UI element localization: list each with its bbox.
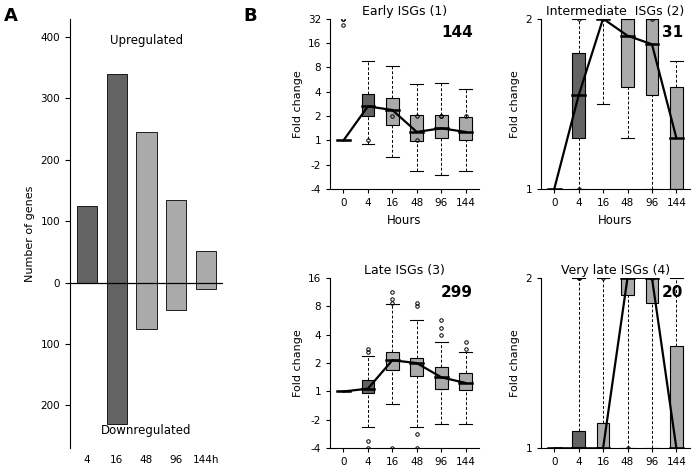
Bar (136, 283, 157, 329)
Bar (106, 283, 127, 424)
Bar (435, 115, 447, 138)
Text: 20: 20 (662, 285, 684, 300)
Bar (573, 431, 585, 448)
Bar (166, 283, 186, 310)
Y-axis label: Fold change: Fold change (293, 70, 302, 138)
Bar (106, 74, 127, 283)
Text: Downregulated: Downregulated (102, 425, 192, 437)
Bar (459, 117, 472, 141)
Title: Intermediate  ISGs (2): Intermediate ISGs (2) (546, 5, 685, 18)
Title: Early ISGs (1): Early ISGs (1) (362, 5, 447, 18)
Bar (670, 87, 682, 189)
X-axis label: Hours: Hours (387, 214, 422, 227)
Text: A: A (4, 7, 18, 25)
Text: B: B (244, 7, 257, 25)
Bar (573, 53, 585, 138)
Bar (596, 423, 610, 448)
Bar (645, 278, 658, 304)
X-axis label: Hours: Hours (598, 214, 633, 227)
Bar (621, 19, 634, 87)
Text: 144: 144 (441, 26, 472, 41)
Bar (670, 346, 682, 448)
Bar (410, 115, 423, 141)
Bar (410, 358, 423, 376)
Bar (386, 98, 399, 125)
Bar (77, 206, 97, 283)
Title: Very late ISGs (4): Very late ISGs (4) (561, 264, 670, 276)
Bar (361, 380, 374, 393)
Bar (435, 368, 447, 389)
Y-axis label: Number of genes: Number of genes (25, 185, 35, 282)
Text: Upregulated: Upregulated (110, 34, 183, 47)
Text: 299: 299 (441, 285, 472, 300)
Bar (386, 353, 399, 370)
Bar (459, 373, 472, 390)
Y-axis label: Fold change: Fold change (510, 70, 520, 138)
Y-axis label: Fold change: Fold change (510, 329, 520, 397)
Bar (136, 132, 157, 283)
Y-axis label: Fold change: Fold change (293, 329, 302, 397)
Bar (361, 94, 374, 116)
Bar (645, 19, 658, 95)
Bar (621, 278, 634, 295)
Title: Late ISGs (3): Late ISGs (3) (364, 264, 445, 276)
Bar (196, 251, 216, 283)
Bar (196, 283, 216, 289)
Text: 31: 31 (662, 26, 684, 41)
Bar (166, 200, 186, 283)
